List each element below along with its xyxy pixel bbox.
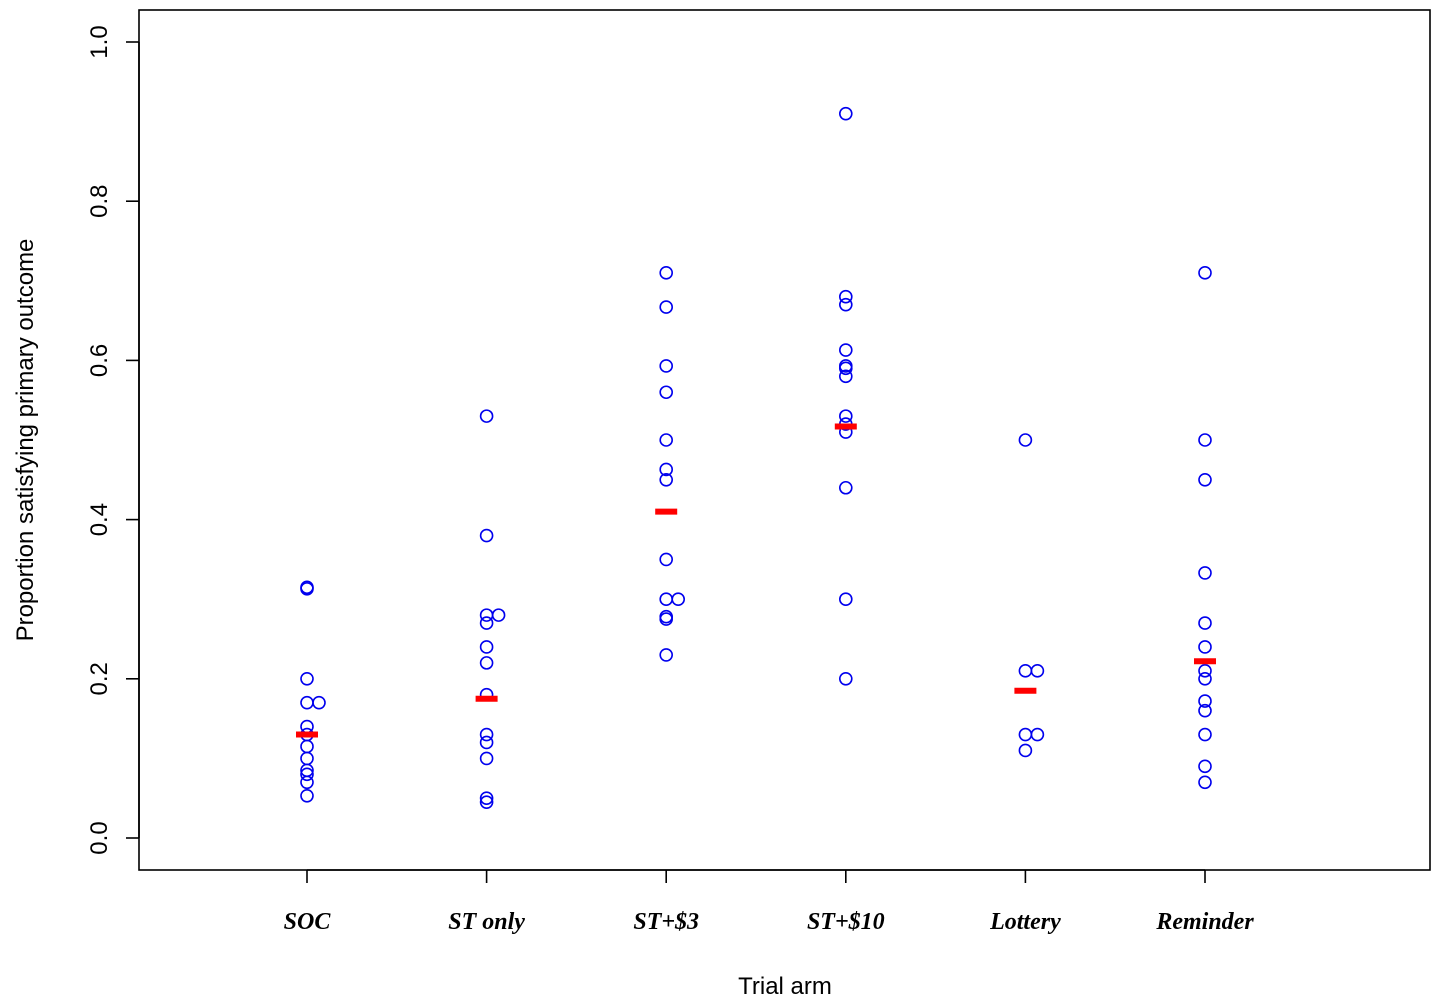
data-points [300, 106, 1212, 809]
data-point [838, 369, 853, 384]
x-tick-label: Lottery [989, 909, 1061, 935]
data-point [479, 409, 494, 423]
data-point [312, 695, 326, 710]
data-point [838, 106, 853, 121]
data-point [659, 472, 674, 487]
x-tick-label: ST only [448, 909, 525, 935]
data-point [300, 775, 314, 790]
data-point [300, 751, 314, 766]
data-point [1018, 433, 1033, 447]
x-tick-label: ST+$3 [633, 909, 699, 935]
mean-markers [296, 423, 1216, 738]
data-point [659, 433, 674, 447]
data-point [479, 751, 494, 766]
data-point [479, 640, 494, 654]
data-point [659, 385, 674, 400]
data-point [1198, 703, 1212, 718]
data-point [1030, 664, 1045, 678]
data-point [479, 656, 494, 670]
data-point [838, 289, 853, 304]
y-tick-label: 0.2 [86, 662, 113, 695]
data-point [1198, 664, 1212, 678]
data-point [671, 592, 686, 607]
y-axis-title: Proportion satisfying primary outcome [12, 239, 39, 642]
data-point [1198, 640, 1212, 654]
data-point [1198, 266, 1212, 280]
plot-frame [138, 9, 1431, 871]
data-point [1198, 616, 1212, 630]
x-axis-title: Trial arm [738, 973, 832, 999]
data-point [1198, 671, 1212, 686]
data-point [659, 359, 674, 373]
data-point [1018, 743, 1033, 758]
data-point [479, 727, 494, 742]
data-point [300, 739, 314, 754]
y-tick-label: 0.0 [86, 821, 113, 854]
data-point [1198, 694, 1212, 708]
data-point [1198, 727, 1212, 742]
data-point [1198, 566, 1212, 580]
data-point [659, 300, 674, 314]
data-point [300, 789, 314, 803]
data-point [659, 592, 674, 607]
data-point [659, 266, 674, 280]
y-tick-label: 0.8 [86, 185, 113, 218]
x-tick-label: SOC [284, 909, 332, 935]
data-point [1030, 727, 1045, 742]
data-point [1198, 759, 1212, 774]
x-tick-label: Reminder [1155, 909, 1254, 935]
data-point [479, 735, 494, 750]
data-point [1198, 472, 1212, 487]
data-point [838, 592, 853, 607]
data-point [659, 648, 674, 662]
data-point [659, 552, 674, 567]
data-point [300, 582, 314, 596]
data-point [491, 608, 506, 622]
y-axis: 0.0 0.2 0.4 0.6 0.8 1.0 [86, 25, 140, 855]
data-point [838, 409, 853, 423]
data-point [838, 297, 853, 312]
data-point [838, 343, 853, 357]
y-tick-label: 0.6 [86, 344, 113, 377]
x-tick-label: ST+$10 [807, 909, 885, 935]
data-point [1018, 664, 1033, 678]
data-point [479, 528, 494, 543]
data-point [479, 791, 494, 806]
data-point [479, 616, 494, 630]
data-point [1198, 433, 1212, 447]
data-point [659, 462, 674, 477]
data-point [300, 671, 314, 686]
y-tick-label: 0.4 [86, 503, 113, 536]
data-point [300, 695, 314, 710]
x-axis: SOC ST only ST+$3 ST+$10 Lottery Reminder [284, 869, 1254, 935]
data-point [1198, 775, 1212, 790]
data-point [300, 767, 314, 782]
y-tick-label: 1.0 [86, 25, 113, 58]
data-point [838, 480, 853, 495]
data-point [659, 612, 674, 626]
data-point [838, 671, 853, 686]
data-point [479, 795, 494, 809]
data-point [1018, 727, 1033, 742]
data-point [838, 361, 853, 376]
